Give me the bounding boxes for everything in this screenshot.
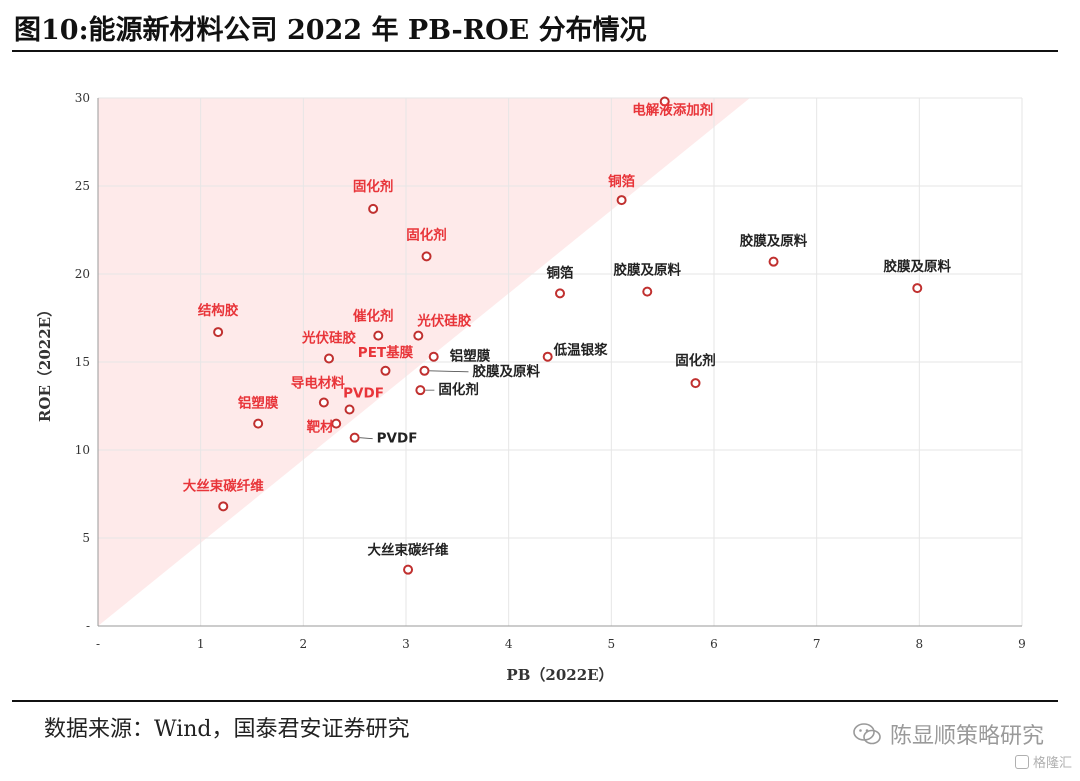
- wechat-icon: [853, 723, 881, 745]
- data-point-label: 铜箔: [547, 264, 575, 281]
- data-point-label: 光伏硅胶: [301, 329, 356, 346]
- gelonghui-logo-icon: [1014, 754, 1029, 769]
- data-point-label: 导电材料: [291, 374, 345, 391]
- x-tick-label: 2: [300, 637, 308, 651]
- data-point-label: 铜箔: [608, 173, 636, 190]
- x-tick-label: 9: [1018, 637, 1026, 651]
- figure-title: 图10:能源新材料公司 2022 年 PB-ROE 分布情况: [14, 15, 647, 46]
- top-rule: [12, 50, 1058, 52]
- x-axis-label: PB（2022E）: [506, 666, 613, 684]
- axis-layer: - 1 2 3 4 5 6 7 8 9 - 5 10 15 20 25 30: [75, 91, 1026, 651]
- data-point: [331, 418, 342, 429]
- x-tick-label: 6: [710, 637, 718, 651]
- y-tick-label: 15: [75, 355, 90, 369]
- data-point-label: 铝塑膜: [450, 348, 491, 365]
- x-tick-label: 8: [916, 637, 924, 651]
- y-tick-label: 30: [75, 91, 90, 105]
- data-point: [213, 327, 224, 338]
- data-point: [373, 330, 384, 341]
- data-point-label: 靶材: [307, 419, 334, 436]
- data-point-label: 固化剂: [406, 226, 447, 243]
- data-point-label: 低温银浆: [553, 342, 608, 359]
- data-point: [253, 418, 264, 429]
- data-point-label: 电解液添加剂: [632, 102, 713, 119]
- data-point: [659, 96, 670, 107]
- x-tick-label: 5: [608, 637, 616, 651]
- data-point-label: 催化剂: [353, 308, 394, 325]
- leader-line: [429, 370, 469, 373]
- bottom-rule: [12, 700, 1058, 702]
- y-tick-label: 25: [75, 179, 90, 193]
- data-point-label: 固化剂: [675, 352, 716, 369]
- watermark-text: 陈显顺策略研究: [889, 724, 1044, 749]
- y-axis-label: ROE（2022E）: [36, 302, 54, 422]
- source-note: 数据来源：Wind，国泰君安证券研究: [44, 717, 410, 742]
- data-point-label: 大丝束碳纤维: [368, 542, 449, 559]
- data-point-label: 大丝束碳纤维: [183, 477, 264, 494]
- x-tick-label: -: [96, 637, 100, 651]
- watermark-small: 格隆汇: [1014, 752, 1072, 771]
- data-point: [542, 351, 553, 362]
- data-point: [403, 564, 414, 575]
- data-point-label: 固化剂: [353, 178, 394, 195]
- data-point-label: 光伏硅胶: [416, 313, 471, 330]
- data-point: [912, 283, 923, 294]
- y-tick-label: 20: [75, 267, 90, 281]
- y-tick-label: 10: [75, 443, 90, 457]
- data-point-label: 胶膜及原料: [884, 258, 952, 275]
- data-point: [318, 397, 329, 408]
- data-point: [218, 501, 229, 512]
- data-point: [324, 353, 334, 364]
- data-point: [368, 203, 379, 214]
- watermark: 陈显顺策略研究: [852, 718, 1044, 750]
- data-point: [344, 404, 355, 415]
- data-point: [415, 385, 426, 396]
- data-point-label: 胶膜及原料: [472, 363, 540, 380]
- data-point: [428, 351, 439, 362]
- x-tick-label: 1: [197, 637, 205, 651]
- data-point-label: 结构胶: [198, 302, 239, 319]
- data-point: [768, 256, 779, 267]
- x-tick-label: 7: [813, 637, 821, 651]
- data-point: [380, 365, 391, 376]
- data-point-label: PET基膜: [358, 344, 414, 361]
- y-tick-label: 5: [82, 531, 90, 545]
- data-point: [421, 251, 432, 262]
- leader-line: [359, 437, 373, 440]
- data-point-label: 铝塑膜: [238, 395, 279, 412]
- data-point: [555, 288, 565, 299]
- data-point-label: 固化剂: [438, 381, 479, 398]
- data-point: [413, 330, 424, 341]
- data-point-label: 胶膜及原料: [740, 233, 808, 250]
- data-point-label: 胶膜及原料: [614, 262, 682, 279]
- data-point: [616, 195, 627, 206]
- data-point: [690, 378, 701, 389]
- x-tick-label: 4: [505, 637, 513, 651]
- y-tick-label: -: [86, 619, 90, 633]
- data-point-label: PVDF: [377, 431, 418, 447]
- x-tick-label: 3: [402, 637, 410, 651]
- data-point-label: PVDF: [343, 386, 384, 402]
- data-point: [642, 286, 653, 297]
- watermark-small-text: 格隆汇: [1032, 756, 1072, 771]
- data-point: [419, 365, 430, 376]
- data-point: [349, 432, 360, 443]
